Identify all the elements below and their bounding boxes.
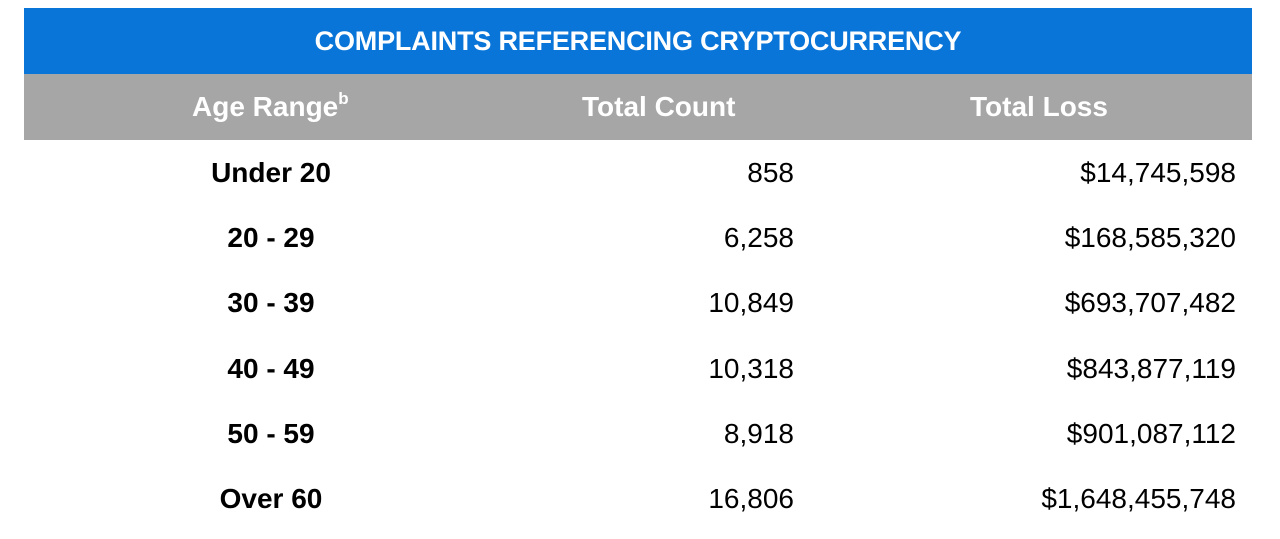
footnote-marker: b [338, 89, 349, 108]
table-header-row: Age Rangeb Total Count Total Loss [24, 74, 1252, 140]
total-count-cell: 8,918 [723, 417, 794, 449]
table-title: COMPLAINTS REFERENCING CRYPTOCURRENCY [24, 8, 1252, 74]
total-count-cell: 10,318 [708, 352, 794, 384]
total-loss-cell: $1,648,455,748 [1041, 483, 1236, 515]
table-row: 50 - 59 8,918 $901,087,112 [24, 401, 1252, 466]
column-header-total-loss: Total Loss [970, 91, 1108, 122]
table-row: 30 - 39 10,849 $693,707,482 [24, 271, 1252, 336]
total-count-cell: 16,806 [708, 483, 794, 515]
table-row: Under 20 858 $14,745,598 [24, 140, 1252, 205]
table-row: 40 - 49 10,318 $843,877,119 [24, 336, 1252, 401]
column-header-total-count: Total Count [582, 91, 736, 122]
total-loss-cell: $843,877,119 [1066, 352, 1236, 384]
crypto-complaints-table: COMPLAINTS REFERENCING CRYPTOCURRENCY Ag… [24, 8, 1252, 532]
age-range-cell: 30 - 39 [227, 287, 315, 319]
total-count-cell: 6,258 [723, 221, 794, 253]
age-range-cell: 50 - 59 [227, 417, 315, 449]
age-range-cell: 20 - 29 [227, 221, 315, 253]
table-row: 20 - 29 6,258 $168,585,320 [24, 205, 1252, 270]
column-header-age-range: Age Rangeb [192, 89, 349, 123]
column-header-age-range-label: Age Range [192, 91, 339, 122]
total-loss-cell: $168,585,320 [1064, 221, 1236, 253]
table-body: Under 20 858 $14,745,598 20 - 29 6,258 $… [24, 140, 1252, 532]
total-loss-cell: $14,745,598 [1080, 156, 1236, 188]
age-range-cell: 40 - 49 [227, 352, 315, 384]
total-count-cell: 858 [747, 156, 794, 188]
age-range-cell: Over 60 [219, 483, 323, 515]
total-count-cell: 10,849 [708, 287, 794, 319]
table-row: Over 60 16,806 $1,648,455,748 [24, 466, 1252, 531]
total-loss-cell: $901,087,112 [1066, 417, 1236, 449]
total-loss-cell: $693,707,482 [1064, 287, 1236, 319]
age-range-cell: Under 20 [211, 156, 331, 188]
